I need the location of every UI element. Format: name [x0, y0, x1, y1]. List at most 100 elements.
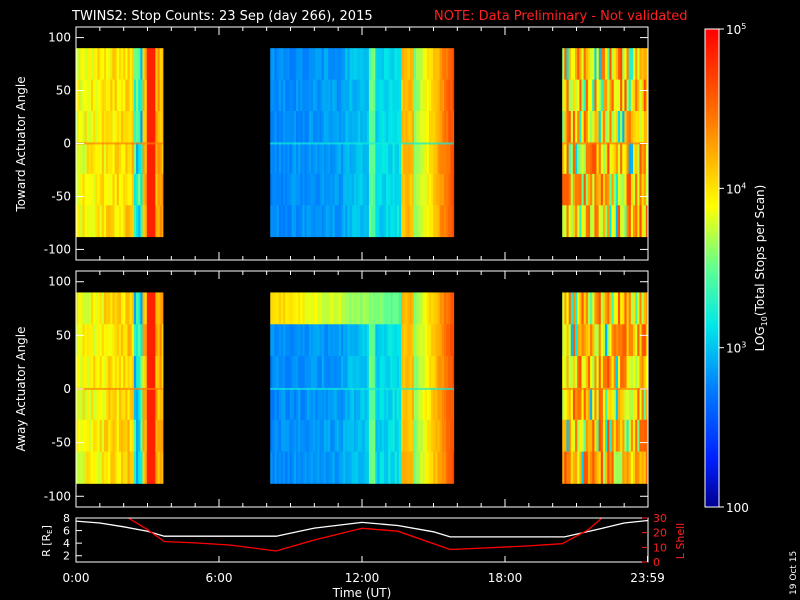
heatmap-cell: [377, 451, 381, 484]
heatmap-cell: [334, 451, 338, 484]
heatmap-cell: [375, 48, 378, 80]
heatmap-cell: [422, 356, 426, 389]
heatmap-cell: [306, 324, 310, 357]
heatmap-cell: [575, 79, 578, 112]
heatmap-cell: [308, 79, 312, 112]
heatmap-cell: [433, 205, 436, 238]
heatmap-cell: [411, 79, 415, 112]
heatmap-cell: [413, 292, 417, 325]
heatmap-cell: [366, 419, 370, 452]
heatmap-cell: [388, 142, 391, 175]
heatmap-cell: [86, 142, 90, 175]
heatmap-cell: [566, 419, 570, 452]
heatmap-cell: [293, 142, 297, 175]
heatmap-cell: [435, 111, 438, 143]
heatmap-cell: [88, 142, 92, 175]
heatmap-cell: [308, 205, 312, 238]
heatmap-cell: [153, 142, 156, 175]
heatmap-cell: [106, 451, 109, 484]
heatmap-cell: [298, 111, 301, 143]
heatmap-cell: [594, 48, 597, 80]
heatmap-cell: [368, 451, 372, 484]
heatmap-cell: [596, 142, 600, 175]
heatmap-cell: [351, 48, 355, 80]
heatmap-cell: [349, 173, 353, 206]
heatmap-cell: [562, 205, 565, 238]
heatmap-cell: [276, 451, 280, 484]
heatmap-cell: [641, 387, 645, 421]
heatmap-cell: [452, 111, 455, 143]
heatmap-cell: [441, 292, 445, 325]
heatmap-cell: [424, 48, 428, 80]
heatmap-cell: [276, 79, 280, 112]
heatmap-cell: [326, 205, 329, 238]
heatmap-cell: [572, 356, 576, 389]
heatmap-cell: [127, 111, 131, 143]
heatmap-cell: [136, 387, 139, 421]
heatmap-cell: [159, 173, 163, 206]
heatmap-cell: [420, 142, 423, 175]
heatmap-cell: [334, 205, 338, 238]
heatmap-cell: [97, 173, 100, 206]
heatmap-cell: [91, 142, 94, 175]
heatmap-cell: [334, 356, 338, 389]
heatmap-cell: [133, 111, 137, 143]
heatmap-cell: [386, 111, 389, 143]
heatmap-cell: [386, 79, 389, 112]
heatmap-cell: [319, 79, 323, 112]
heatmap-cell: [448, 292, 451, 325]
heatmap-cell: [270, 111, 273, 143]
heatmap-cell: [311, 48, 314, 80]
heatmap-cell: [585, 48, 589, 80]
heatmap-cell: [620, 356, 623, 389]
heatmap-cell: [437, 356, 441, 389]
heatmap-cell: [583, 387, 587, 421]
heatmap-cell: [161, 205, 164, 238]
heatmap-cell: [386, 419, 389, 452]
heatmap-cell: [133, 419, 137, 452]
heatmap-cell: [159, 387, 163, 421]
heatmap-cell: [328, 324, 331, 357]
heatmap-cell: [295, 205, 299, 238]
heatmap-cell: [103, 356, 107, 389]
heatmap-cell: [300, 419, 303, 452]
heatmap-cell: [321, 205, 325, 238]
heatmap-cell: [298, 387, 301, 421]
heatmap-cell: [362, 111, 366, 143]
heatmap-cell: [441, 387, 445, 421]
heatmap-cell: [409, 142, 413, 175]
heatmap-cell: [624, 356, 627, 389]
heatmap-cell: [155, 205, 158, 238]
heatmap-cell: [570, 142, 574, 175]
heatmap-cell: [136, 324, 139, 357]
heatmap-cell: [274, 292, 278, 325]
heatmap-cell: [103, 419, 107, 452]
colorbar-scale: [704, 28, 720, 508]
heatmap-cell: [594, 451, 597, 484]
heatmap-cell: [448, 173, 451, 206]
heatmap-cell: [626, 324, 630, 357]
heatmap-cell: [341, 451, 344, 484]
heatmap-cell: [131, 419, 135, 452]
heatmap-cell: [390, 205, 393, 238]
heatmap-cell: [351, 111, 355, 143]
heatmap-cell: [146, 111, 150, 143]
heatmap-cell: [95, 387, 98, 421]
heatmap-cell: [125, 356, 128, 389]
heatmap-cell: [368, 419, 372, 452]
heatmap-cell: [377, 173, 381, 206]
heatmap-cell: [338, 142, 342, 175]
heatmap-cell: [613, 324, 617, 357]
heatmap-cell: [317, 142, 320, 175]
heatmap-cell: [353, 111, 357, 143]
heatmap-cell: [592, 387, 595, 421]
heatmap-cell: [366, 292, 370, 325]
heatmap-cell: [388, 79, 391, 112]
heatmap-cell: [125, 387, 128, 421]
heatmap-cell: [289, 356, 293, 389]
time-tick-label: 23:59: [630, 571, 665, 585]
heatmap-cell: [298, 451, 301, 484]
heatmap-cell: [319, 419, 323, 452]
heatmap-cell: [392, 79, 396, 112]
